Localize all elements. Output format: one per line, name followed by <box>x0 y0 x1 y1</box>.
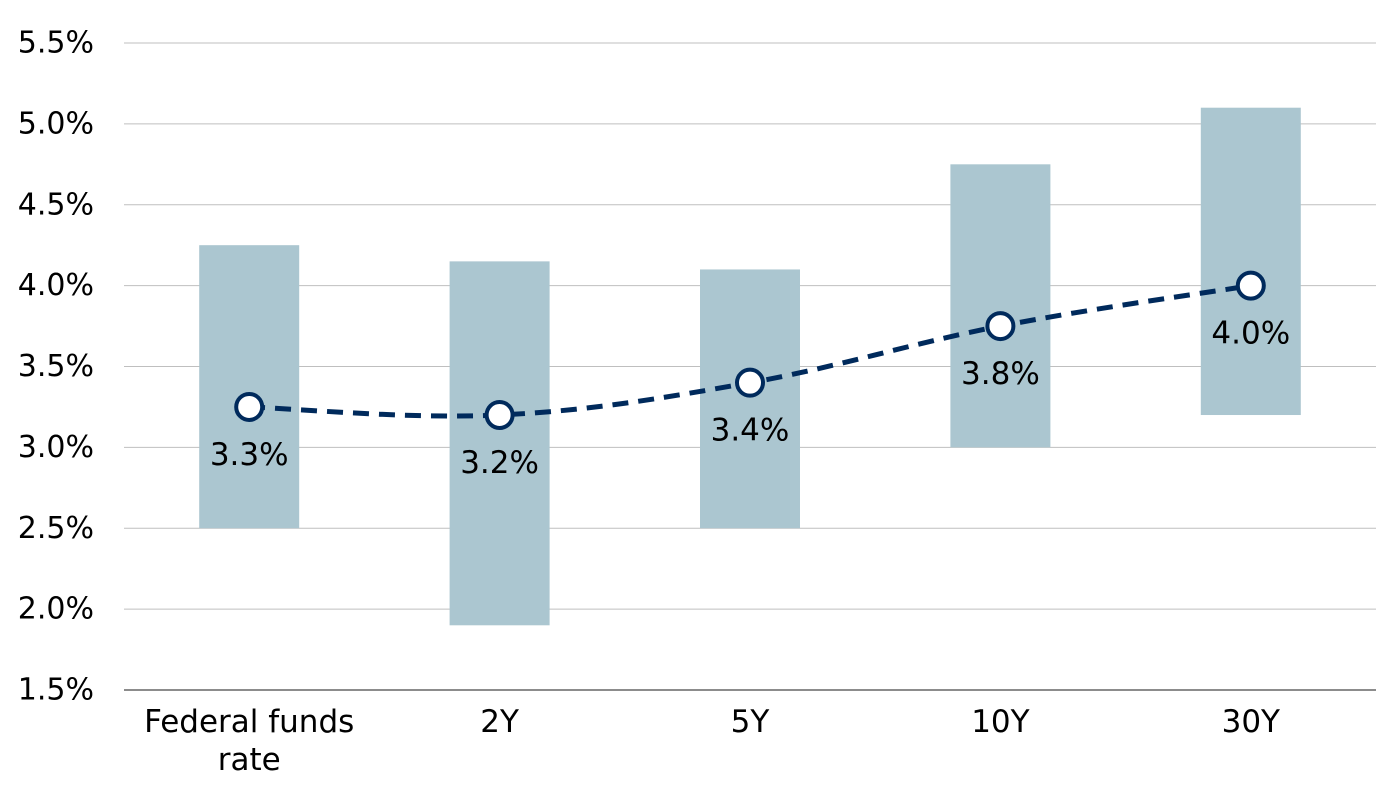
median-point <box>1235 270 1266 301</box>
median-point <box>735 367 765 398</box>
y-tick-label: 4.5% <box>18 187 94 222</box>
data-label: 4.0% <box>1211 316 1290 352</box>
x-tick-label: 5Y <box>731 704 770 740</box>
median-series <box>234 270 1266 431</box>
y-tick-label: 5.5% <box>18 26 94 61</box>
range-bar <box>700 269 800 529</box>
data-label: 3.3% <box>210 437 289 473</box>
x-tick-label: 30Y <box>1222 704 1280 740</box>
y-tick-label: 5.0% <box>18 106 94 141</box>
data-labels: 3.3% 3.2% 3.4% 3.8% 4.0% <box>210 316 1290 481</box>
range-bar <box>199 245 300 529</box>
range-bar <box>950 164 1051 448</box>
x-tick-label: rate <box>218 742 281 778</box>
y-axis-ticks: 1.5% 2.0% 2.5% 3.0% 3.5% 4.0% 4.5% 5.0% 5.5% <box>18 26 94 708</box>
y-tick-label: 1.5% <box>18 673 94 708</box>
range-bar <box>449 261 550 626</box>
y-tick-label: 3.0% <box>18 430 94 465</box>
median-point <box>985 311 1016 342</box>
x-tick-label: Federal funds <box>144 704 354 740</box>
y-tick-label: 2.5% <box>18 511 94 546</box>
y-tick-label: 2.0% <box>18 592 94 627</box>
y-tick-label: 4.0% <box>18 268 94 303</box>
median-point <box>484 400 515 431</box>
y-tick-label: 3.5% <box>18 349 94 384</box>
median-point <box>234 391 265 422</box>
x-tick-label: 2Y <box>480 704 519 740</box>
x-tick-label: 10Y <box>971 704 1029 740</box>
data-label: 3.2% <box>460 445 539 481</box>
data-label: 3.8% <box>961 356 1040 392</box>
range-bars <box>199 107 1301 626</box>
data-label: 3.4% <box>711 413 790 449</box>
range-bar <box>1200 107 1301 416</box>
